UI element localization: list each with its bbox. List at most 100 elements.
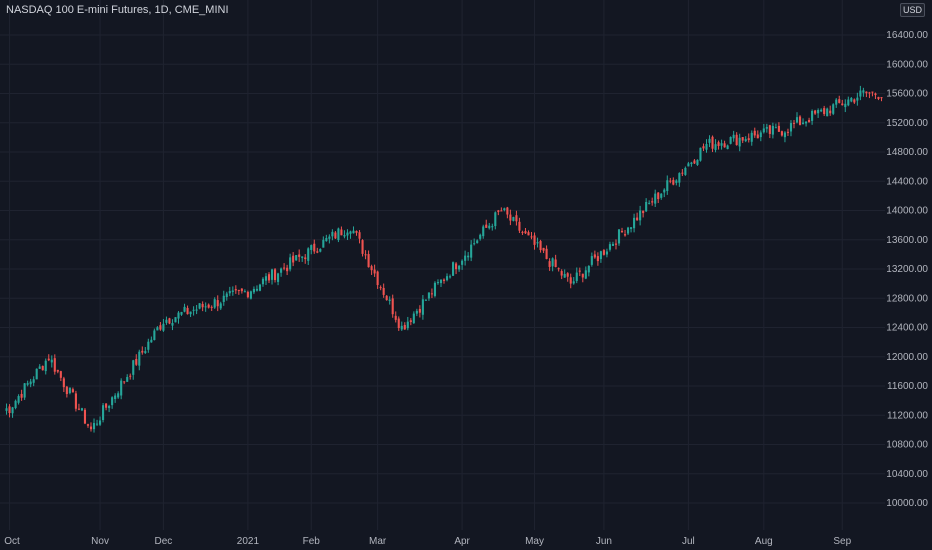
candle-down [376, 271, 379, 286]
candle-down [569, 277, 572, 284]
candle-up [738, 137, 741, 147]
time-tick-label: May [525, 536, 544, 547]
candle-down [792, 122, 796, 124]
candle-up [310, 245, 313, 250]
candle-down [756, 134, 759, 139]
candle-down [548, 261, 551, 267]
candle-up [183, 306, 186, 312]
candle-up [102, 405, 105, 420]
candle-down [593, 254, 596, 258]
candle-up [255, 288, 259, 291]
price-axis[interactable]: 10000.00 10400.00 10800.00 11200.00 11600.00… [886, 30, 928, 509]
candle-down [240, 288, 243, 292]
symbol-title[interactable]: NASDAQ 100 E-mini Futures, 1D, CME_MINI [6, 4, 229, 16]
candle-up [708, 138, 711, 143]
candle-down [210, 306, 213, 308]
candle-up [280, 268, 283, 273]
candle-up [228, 291, 231, 294]
candle-up [630, 227, 633, 229]
candle-down [693, 160, 696, 164]
candle-down [201, 303, 204, 308]
time-tick-label: Feb [303, 536, 321, 547]
candle-up [32, 379, 35, 383]
candle-down [602, 250, 605, 255]
candle-up [726, 145, 729, 150]
candle-up [433, 282, 437, 296]
candle-up [349, 231, 352, 234]
candle-up [488, 225, 491, 229]
candle-down [86, 424, 90, 426]
candle-down [316, 251, 319, 253]
candle-up [150, 339, 153, 343]
price-tick-label: 14000.00 [886, 206, 928, 217]
candle-down [581, 273, 584, 278]
candle-down [642, 210, 645, 214]
candle-up [847, 99, 850, 106]
candlestick-series [5, 85, 883, 433]
candle-down [409, 320, 412, 323]
candle-down [521, 231, 524, 233]
candle-up [177, 312, 180, 319]
candle-up [470, 244, 473, 258]
candle-up [626, 227, 630, 234]
time-axis[interactable]: Oct Nov Dec 2021 Feb Mar Apr May Jun Jul Aug Sep [4, 536, 851, 547]
candle-up [258, 284, 262, 291]
candle-down [823, 108, 826, 115]
candle-down [313, 243, 316, 252]
candle-up [503, 208, 506, 211]
candle-down [442, 279, 446, 281]
candle-up [805, 121, 808, 124]
candle-down [8, 406, 11, 413]
candle-up [5, 408, 8, 411]
candle-down [373, 269, 376, 274]
candle-up [26, 383, 29, 385]
candle-down [71, 389, 74, 393]
candle-down [566, 273, 569, 277]
candle-up [512, 217, 515, 221]
candle-down [530, 236, 533, 238]
candle-up [482, 226, 485, 237]
candle-down [186, 307, 189, 315]
candle-up [252, 288, 255, 293]
price-tick-label: 10400.00 [886, 469, 928, 480]
candle-down [747, 138, 750, 141]
price-tick-label: 12800.00 [886, 293, 928, 304]
candle-down [455, 263, 458, 270]
candle-up [264, 276, 268, 281]
candle-down [246, 291, 249, 298]
candle-up [675, 180, 678, 183]
candle-down [741, 137, 744, 141]
candle-up [826, 108, 829, 117]
candle-up [801, 122, 805, 125]
candle-up [714, 144, 717, 150]
candle-up [243, 291, 246, 293]
currency-badge[interactable]: USD [900, 3, 926, 17]
chart-grid [0, 0, 885, 530]
candle-up [633, 217, 636, 229]
candle-up [771, 125, 774, 135]
candle-up [261, 278, 265, 285]
price-tick-label: 11200.00 [887, 410, 928, 421]
candle-down [636, 217, 639, 221]
candle-up [491, 226, 494, 228]
candle-down [786, 131, 790, 133]
candle-down [105, 403, 108, 408]
candle-down [168, 318, 171, 324]
candle-down [877, 96, 880, 99]
candle-up [114, 395, 117, 400]
candle-up [50, 359, 53, 363]
candle-down [273, 269, 277, 281]
candle-up [29, 381, 32, 385]
candle-up [111, 397, 114, 406]
candle-up [295, 255, 298, 261]
candle-up [536, 242, 539, 244]
candle-up [14, 400, 17, 409]
candle-down [497, 210, 500, 212]
candle-up [126, 377, 129, 382]
candle-down [518, 221, 521, 231]
candle-down [841, 103, 844, 106]
candle-up [301, 256, 304, 258]
candle-up [587, 265, 590, 273]
candle-up [307, 248, 310, 261]
